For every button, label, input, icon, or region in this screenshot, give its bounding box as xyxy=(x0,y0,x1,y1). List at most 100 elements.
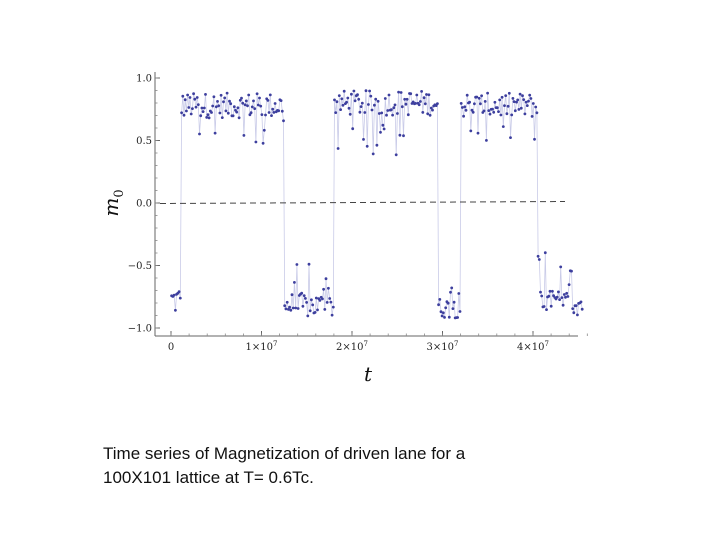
data-point xyxy=(282,119,285,123)
data-point xyxy=(492,110,496,114)
data-point xyxy=(521,94,524,98)
data-point xyxy=(373,103,376,107)
data-point xyxy=(198,132,201,136)
data-point xyxy=(463,105,467,109)
caption-line-2: 100X101 lattice at T= 0.6Tc. xyxy=(103,468,314,487)
data-point xyxy=(383,97,387,100)
data-point xyxy=(409,92,413,96)
data-point xyxy=(419,100,422,103)
data-point xyxy=(356,93,359,97)
data-point xyxy=(268,93,272,97)
data-point xyxy=(260,113,264,116)
y-tick-label: −1.0 xyxy=(128,324,152,335)
data-point xyxy=(421,111,425,114)
data-point xyxy=(368,89,371,93)
data-point xyxy=(192,92,196,96)
data-point xyxy=(506,104,510,108)
data-point xyxy=(232,105,236,109)
data-point xyxy=(308,309,312,313)
data-point xyxy=(500,95,504,99)
data-point xyxy=(256,103,260,107)
time-series-line xyxy=(171,90,583,319)
data-point xyxy=(279,99,283,102)
data-point xyxy=(261,141,265,145)
data-point xyxy=(465,93,469,97)
data-point xyxy=(266,99,270,102)
data-point xyxy=(252,99,255,103)
data-point xyxy=(325,301,329,304)
data-point xyxy=(316,308,319,312)
data-point xyxy=(289,308,293,312)
data-point xyxy=(225,91,229,95)
data-point xyxy=(491,107,494,111)
data-point xyxy=(483,100,487,103)
data-point xyxy=(235,110,239,114)
data-point xyxy=(574,304,578,307)
data-point xyxy=(181,94,185,98)
data-point xyxy=(427,93,431,97)
data-point xyxy=(447,315,451,319)
data-point xyxy=(537,258,541,261)
data-point xyxy=(330,313,334,317)
data-point xyxy=(222,100,225,104)
data-point xyxy=(207,116,211,120)
data-point xyxy=(200,106,204,110)
data-point xyxy=(205,116,209,119)
data-point xyxy=(523,112,527,116)
data-point xyxy=(431,108,434,112)
data-point xyxy=(473,102,476,106)
data-point xyxy=(529,97,533,100)
data-point xyxy=(394,153,398,157)
data-point xyxy=(270,114,273,117)
y-tick-label: −0.5 xyxy=(128,261,152,272)
data-point xyxy=(561,303,565,307)
data-point xyxy=(379,130,382,134)
data-point xyxy=(346,96,350,100)
data-point xyxy=(564,295,567,299)
data-point xyxy=(340,97,344,101)
data-point xyxy=(364,89,368,93)
data-point xyxy=(191,107,194,110)
data-point xyxy=(525,104,529,107)
data-point xyxy=(351,127,355,131)
data-point xyxy=(450,286,454,290)
data-point xyxy=(462,114,465,118)
data-point xyxy=(359,105,363,108)
data-point xyxy=(551,289,554,293)
data-point xyxy=(296,307,300,310)
data-point xyxy=(369,94,373,98)
data-point xyxy=(392,106,396,110)
data-point xyxy=(440,314,444,318)
data-point xyxy=(204,93,207,96)
data-point xyxy=(273,102,277,105)
data-point xyxy=(509,136,512,140)
data-point xyxy=(393,103,397,107)
data-point xyxy=(246,104,249,108)
data-point xyxy=(505,112,509,116)
data-point xyxy=(206,113,210,117)
data-point xyxy=(531,102,535,105)
data-point xyxy=(294,306,298,310)
data-point xyxy=(187,106,191,109)
data-point xyxy=(414,102,417,105)
data-point xyxy=(458,310,462,313)
data-point xyxy=(468,100,471,104)
data-point xyxy=(469,129,473,133)
data-point xyxy=(580,307,584,311)
data-point xyxy=(362,138,365,141)
data-point xyxy=(510,113,514,117)
data-point xyxy=(301,304,305,308)
data-point xyxy=(476,131,480,135)
x-tick-label: 4×107 xyxy=(517,340,549,353)
data-point xyxy=(543,251,547,255)
data-point xyxy=(324,277,328,281)
data-point xyxy=(443,316,446,319)
data-point xyxy=(485,139,488,142)
data-point xyxy=(557,290,560,294)
data-point xyxy=(480,94,483,98)
data-point xyxy=(210,111,213,114)
data-point xyxy=(497,110,500,113)
data-point xyxy=(219,93,223,97)
zero-reference-line xyxy=(159,201,566,204)
data-point xyxy=(283,304,287,308)
